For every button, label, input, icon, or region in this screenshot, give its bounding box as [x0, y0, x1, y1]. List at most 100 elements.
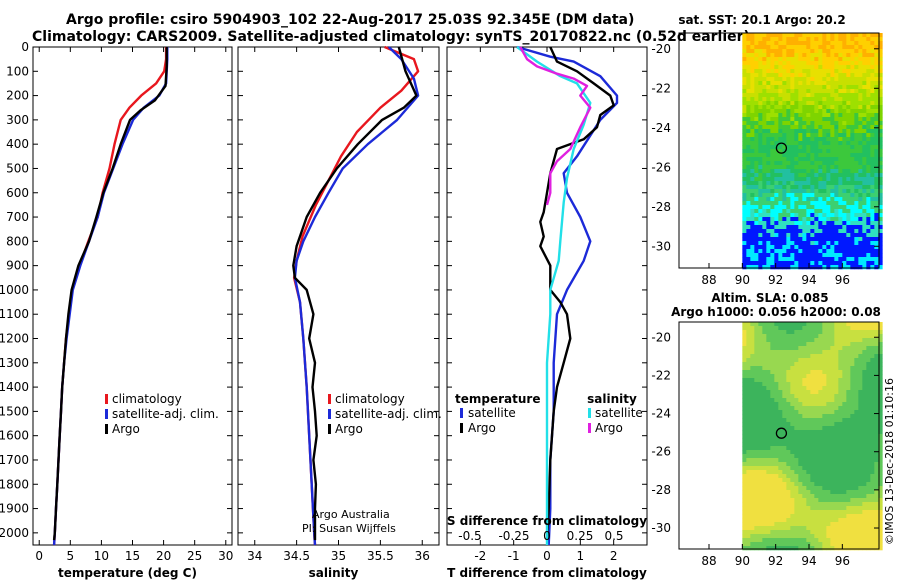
x-tick-label: 5 — [66, 549, 74, 563]
y-tick-label: 1400 — [0, 380, 29, 394]
x-tick-label: 10 — [94, 549, 109, 563]
map-bottom-title-2: Argo h1000: 0.056 h2000: 0.08 — [671, 305, 881, 319]
y-tick-label: 1200 — [0, 332, 29, 346]
x-tick-label: 36 — [415, 549, 430, 563]
lat-tick-label: -26 — [651, 445, 671, 459]
legend-entry: Argo — [112, 422, 140, 436]
series-line-argo — [292, 46, 418, 541]
lat-tick-label: -24 — [651, 407, 671, 421]
y-tick-label: 300 — [6, 113, 29, 127]
argo-position-marker — [775, 427, 788, 439]
x-tick-label: 2 — [610, 549, 618, 563]
series-line-s-argo — [519, 46, 592, 206]
secondary-tick-label: -0.5 — [458, 529, 481, 543]
secondary-tick-label: -0.25 — [498, 529, 529, 543]
series-line-satellite-adj-clim- — [293, 46, 420, 546]
lat-tick-label: -30 — [651, 239, 671, 253]
y-tick-label: 500 — [6, 161, 29, 175]
legend-swatch — [588, 423, 591, 433]
y-tick-label: 100 — [6, 64, 29, 78]
lat-tick-label: -26 — [651, 160, 671, 174]
sst-map-field — [742, 33, 883, 270]
lat-tick-label: -20 — [651, 330, 671, 344]
y-tick-label: 900 — [6, 259, 29, 273]
lat-tick-label: -28 — [651, 483, 671, 497]
credit-text: ©IMOS 13-Dec-2018 01:10:16 — [883, 378, 896, 545]
lat-tick-label: -22 — [651, 368, 671, 382]
legend-entry: climatology — [112, 392, 182, 406]
lon-tick-label: 96 — [835, 554, 850, 568]
y-tick-label: 1500 — [0, 404, 29, 418]
y-tick-label: 400 — [6, 137, 29, 151]
map-top-title: sat. SST: 20.1 Argo: 20.2 — [678, 13, 845, 27]
legend-swatch — [460, 408, 463, 418]
lat-tick-label: -20 — [651, 42, 671, 56]
legend-swatch — [105, 409, 108, 419]
map-bottom-title-1: Altim. SLA: 0.085 — [711, 291, 828, 305]
x-tick-label: -2 — [474, 549, 486, 563]
y-tick-label: 600 — [6, 186, 29, 200]
x-tick-label: 1 — [577, 549, 585, 563]
lon-tick-label: 92 — [768, 273, 783, 287]
y-tick-label: 1900 — [0, 502, 29, 516]
x-tick-label: 15 — [125, 549, 140, 563]
lon-tick-label: 92 — [768, 554, 783, 568]
lon-tick-label: 94 — [801, 273, 816, 287]
argo-position-marker — [775, 142, 788, 154]
sla-map-frame — [678, 321, 880, 550]
x-tick-label: 20 — [156, 549, 171, 563]
y-tick-label: 1600 — [0, 429, 29, 443]
lat-tick-label: -24 — [651, 121, 671, 135]
secondary-tick-label: 0 — [543, 529, 551, 543]
x-axis-label: T difference from climatology — [447, 566, 647, 580]
y-tick-label: 2000 — [0, 526, 29, 540]
legend-swatch — [328, 409, 331, 419]
annotation-line: PI: Susan Wijffels — [302, 522, 396, 535]
legend-title: temperature — [455, 392, 540, 406]
series-line-s-satellite — [516, 46, 592, 545]
legend-entry: satellite-adj. clim. — [335, 407, 442, 421]
x-tick-label: 34 — [247, 549, 262, 563]
legend-swatch — [588, 408, 591, 418]
lon-tick-label: 90 — [735, 554, 750, 568]
series-line-argo — [52, 47, 168, 541]
x-axis-label: temperature (deg C) — [58, 566, 197, 580]
legend-entry: Argo — [595, 421, 623, 435]
y-tick-label: 700 — [6, 210, 29, 224]
legend-entry: climatology — [335, 392, 405, 406]
legend-swatch — [460, 423, 463, 433]
x-tick-label: 35 — [331, 549, 346, 563]
y-tick-label: 1100 — [0, 307, 29, 321]
x-tick-label: 0 — [543, 549, 551, 563]
secondary-tick-label: 0.25 — [567, 529, 594, 543]
series-line-climatology — [292, 45, 420, 546]
lat-tick-label: -22 — [651, 81, 671, 95]
legend-swatch — [328, 394, 331, 404]
legend-entry: satellite-adj. clim. — [112, 407, 219, 421]
annotation-line: Argo Australia — [312, 508, 390, 521]
x-tick-label: 34.5 — [283, 549, 310, 563]
secondary-axis-label: S difference from climatology — [447, 514, 647, 528]
legend-entry: satellite — [468, 406, 516, 420]
y-tick-label: 1300 — [0, 356, 29, 370]
secondary-tick-label: 0.5 — [604, 529, 623, 543]
y-tick-label: 1800 — [0, 477, 29, 491]
x-tick-label: -1 — [508, 549, 520, 563]
legend-swatch — [328, 424, 331, 434]
sla-map-field — [742, 322, 883, 551]
y-tick-label: 1700 — [0, 453, 29, 467]
sst-map-frame — [678, 32, 880, 269]
x-tick-label: 0 — [35, 549, 43, 563]
y-tick-label: 1000 — [0, 283, 29, 297]
legend-entry: Argo — [468, 421, 496, 435]
legend-entry: Argo — [335, 422, 363, 436]
series-line-t-argo — [539, 46, 615, 541]
lon-tick-label: 94 — [801, 554, 816, 568]
title-line-1: Argo profile: csiro 5904903_102 22-Aug-2… — [66, 12, 635, 28]
lat-tick-label: -30 — [651, 521, 671, 535]
y-tick-label: 0 — [21, 40, 29, 54]
legend-swatch — [105, 424, 108, 434]
legend-title: salinity — [587, 392, 637, 406]
legend-entry: satellite — [595, 406, 643, 420]
